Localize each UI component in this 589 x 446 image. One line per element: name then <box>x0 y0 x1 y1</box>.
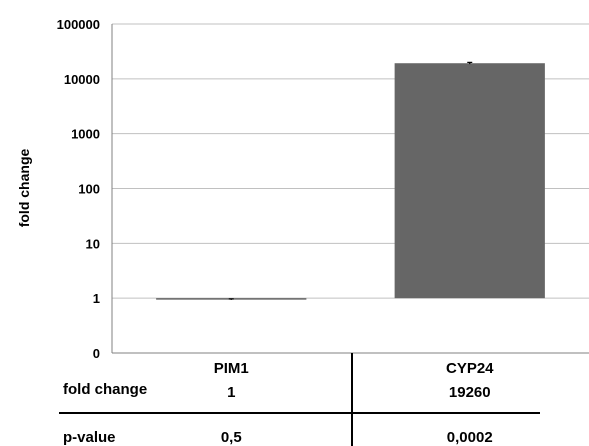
table-cell: 19260 <box>449 384 491 401</box>
table-row-label: p-value <box>63 429 116 446</box>
category-label-pim1: PIM1 <box>214 360 249 377</box>
y-tick-label: 100000 <box>57 17 100 32</box>
y-axis-title: fold change <box>16 149 32 228</box>
y-tick-label: 0 <box>93 346 100 361</box>
y-tick-label: 100 <box>78 182 100 197</box>
table-cell: 0,0002 <box>447 429 493 446</box>
y-tick-label: 10 <box>86 236 100 251</box>
table-row-label: fold change <box>63 381 147 398</box>
category-label-cyp24: CYP24 <box>446 360 494 377</box>
table-cell: 1 <box>227 384 235 401</box>
y-tick-label: 10000 <box>64 72 100 87</box>
stats-table: fold change 1 19260 p-value 0,5 0,0002 <box>59 353 540 446</box>
table-cell: 0,5 <box>221 429 242 446</box>
y-tick-label: 1 <box>93 291 100 306</box>
bars <box>156 61 545 300</box>
y-tick-labels: 0 1 10 100 1000 10000 100000 <box>57 17 100 361</box>
bar-cyp24 <box>394 63 545 299</box>
category-labels: PIM1 CYP24 <box>214 360 494 377</box>
y-tick-label: 1000 <box>71 127 100 142</box>
